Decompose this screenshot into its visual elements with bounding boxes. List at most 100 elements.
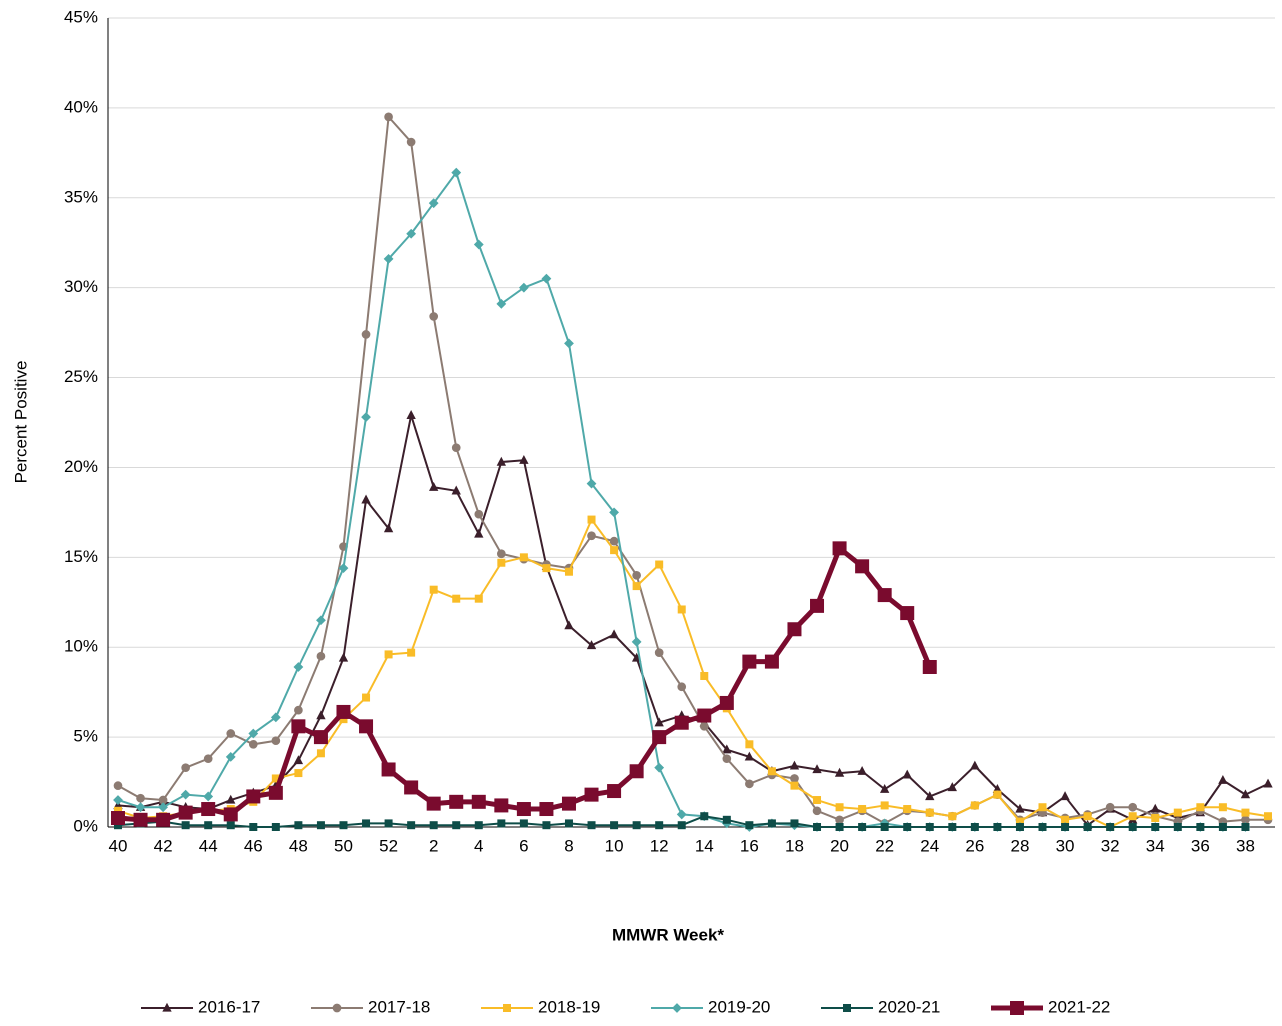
data-point bbox=[451, 167, 462, 178]
x-tick-label: 20 bbox=[830, 836, 849, 855]
data-point bbox=[452, 821, 461, 830]
x-tick-label: 4 bbox=[474, 836, 483, 855]
data-point bbox=[993, 790, 1002, 799]
data-point bbox=[223, 807, 238, 822]
data-point bbox=[922, 659, 937, 674]
data-point bbox=[497, 819, 506, 828]
data-point bbox=[631, 636, 642, 647]
data-point bbox=[451, 443, 461, 453]
data-point bbox=[813, 796, 822, 805]
data-point bbox=[858, 805, 867, 814]
data-point bbox=[111, 811, 125, 826]
data-point bbox=[113, 795, 123, 805]
data-point bbox=[226, 729, 236, 738]
data-point bbox=[225, 751, 236, 762]
x-tick-label: 14 bbox=[695, 836, 714, 855]
data-point bbox=[270, 712, 281, 723]
data-point bbox=[316, 651, 326, 661]
data-point bbox=[539, 802, 554, 817]
data-point bbox=[1218, 774, 1228, 784]
y-tick-label: 5% bbox=[73, 727, 98, 746]
data-point bbox=[900, 606, 915, 621]
data-point bbox=[880, 823, 889, 831]
data-point bbox=[294, 769, 303, 778]
data-point bbox=[268, 785, 283, 800]
data-point bbox=[338, 563, 349, 574]
x-tick-label: 34 bbox=[1146, 836, 1165, 855]
data-point bbox=[609, 536, 619, 546]
data-point bbox=[406, 137, 416, 147]
data-point bbox=[203, 791, 214, 802]
x-tick-label: 2 bbox=[429, 836, 438, 855]
data-point bbox=[201, 802, 216, 817]
y-tick-label: 30% bbox=[64, 277, 98, 296]
legend-marker bbox=[843, 1004, 851, 1012]
data-point bbox=[789, 760, 800, 770]
data-point bbox=[384, 112, 393, 122]
data-point bbox=[700, 671, 709, 680]
y-tick-label: 20% bbox=[64, 457, 98, 476]
data-point bbox=[429, 481, 439, 491]
data-point bbox=[316, 821, 325, 830]
y-tick-label: 45% bbox=[64, 7, 98, 26]
x-axis-title: MMWR Week* bbox=[612, 925, 724, 944]
data-point bbox=[407, 821, 416, 830]
data-point bbox=[541, 273, 552, 284]
data-point bbox=[339, 821, 348, 830]
x-tick-label: 38 bbox=[1236, 836, 1255, 855]
data-point bbox=[564, 819, 573, 828]
data-point bbox=[1105, 802, 1115, 812]
data-point bbox=[474, 821, 483, 830]
data-point bbox=[428, 198, 439, 209]
data-point bbox=[1060, 791, 1070, 801]
x-tick-label: 48 bbox=[289, 836, 308, 855]
legend-label: 2021-22 bbox=[1048, 997, 1110, 1016]
data-point bbox=[610, 546, 619, 555]
data-point bbox=[654, 717, 664, 727]
data-point bbox=[745, 779, 754, 789]
legend-marker bbox=[1010, 1001, 1024, 1015]
data-point bbox=[586, 640, 597, 650]
data-point bbox=[1106, 823, 1115, 831]
data-point bbox=[787, 622, 802, 637]
x-tick-label: 40 bbox=[109, 836, 128, 855]
data-point bbox=[181, 763, 190, 773]
data-point bbox=[925, 808, 934, 817]
data-point bbox=[700, 812, 709, 821]
x-tick-label: 44 bbox=[199, 836, 218, 855]
data-point bbox=[877, 588, 892, 603]
series-line bbox=[117, 518, 1269, 828]
x-tick-label: 30 bbox=[1056, 836, 1075, 855]
data-point bbox=[586, 478, 597, 489]
data-point bbox=[790, 774, 799, 783]
data-point bbox=[181, 821, 190, 830]
data-point bbox=[361, 330, 371, 339]
data-point bbox=[384, 650, 393, 659]
data-point bbox=[519, 454, 529, 464]
data-point bbox=[832, 541, 847, 556]
data-point bbox=[767, 819, 776, 828]
legend-label: 2020-21 bbox=[878, 997, 940, 1016]
series-line bbox=[117, 414, 1269, 827]
x-tick-label: 6 bbox=[519, 836, 528, 855]
data-point bbox=[835, 803, 844, 812]
data-point bbox=[383, 253, 394, 264]
data-point bbox=[1038, 823, 1047, 831]
data-point bbox=[542, 564, 551, 573]
data-point bbox=[497, 558, 506, 567]
data-point bbox=[1218, 823, 1227, 831]
data-point bbox=[1173, 823, 1182, 831]
data-point bbox=[316, 615, 326, 626]
data-point bbox=[519, 819, 528, 828]
y-tick-label: 35% bbox=[64, 187, 98, 206]
data-point bbox=[1218, 803, 1227, 812]
data-point bbox=[294, 705, 303, 715]
data-point bbox=[1015, 823, 1024, 831]
data-point bbox=[338, 652, 349, 662]
data-point bbox=[587, 531, 596, 541]
x-tick-label: 52 bbox=[379, 836, 398, 855]
data-point bbox=[855, 559, 870, 574]
data-point bbox=[674, 715, 689, 730]
data-point bbox=[925, 791, 935, 801]
